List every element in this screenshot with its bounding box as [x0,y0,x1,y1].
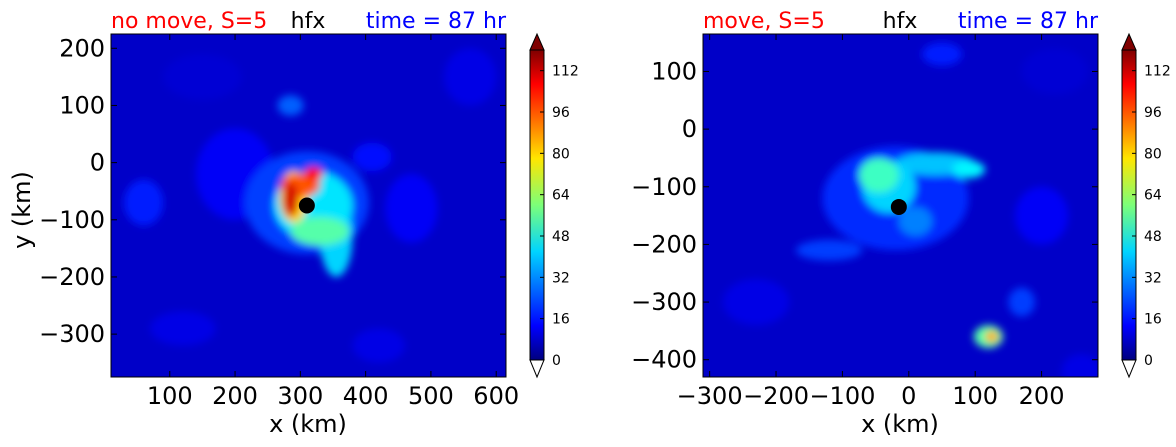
x-tick-label: −100 [809,382,875,410]
panel-1-colorbar-extend-max [529,32,545,51]
panel-2-colorbar-bar [1121,49,1137,361]
panel-2-y-ticks: −400 −300 −200 −100 0 100 [631,57,1098,374]
panel-1-xlabel: x (km) [269,410,347,438]
panel-no-move: no move, S=5 hfx time = 87 hr 100 200 300 4… [8,9,579,438]
field-blob [352,142,392,172]
panel-1-y-ticks: −300 −200 −100 0 100 200 [39,34,506,348]
colorbar-tick-label: 112 [552,64,579,80]
x-tick-label: −300 [677,382,743,410]
field-blob [1061,353,1098,377]
x-tick-label: 200 [1019,382,1065,410]
panel-2-colorbar-ticks: 0 16 32 48 64 80 96 112 [1132,64,1171,369]
colorbar-tick-label: 96 [552,105,570,121]
panel-1-ylabel: y (km) [8,171,36,249]
field-blob [443,48,497,106]
x-tick-label: 400 [343,382,389,410]
x-tick-label: 500 [408,382,454,410]
colorbar-tick-label: 48 [1144,229,1162,245]
field-blob [722,279,790,326]
field-blob [951,160,986,179]
field-blob [1008,287,1035,317]
colorbar-tick-label: 0 [1144,353,1153,369]
x-tick-label: 100 [952,382,998,410]
panel-1-title-left: no move, S=5 [111,9,267,34]
panel-1-colorbar-bar [529,49,545,361]
y-tick-label: 0 [682,115,697,143]
panel-2-plot-frame [702,33,1099,378]
panel-1-center-marker [298,197,315,214]
field-blob [163,54,242,100]
field-blob [304,167,323,181]
field-blob [277,95,304,116]
colorbar-tick-label: 16 [1144,312,1162,328]
colorbar-tick-label: 96 [1144,105,1162,121]
field-blob [1015,186,1069,245]
x-tick-label: 200 [212,382,258,410]
panel-1-title-right: time = 87 hr [366,9,507,34]
field-blob [898,206,933,236]
panel-1-colorbar: 0 16 32 48 64 80 96 112 [529,32,579,379]
y-tick-label: −100 [631,173,697,201]
colorbar-tick-label: 64 [552,188,570,204]
panel-2-title-center: hfx [883,9,918,34]
y-tick-label: −200 [631,230,697,258]
field-blob [385,174,438,243]
panel-2-title-left: move, S=5 [703,9,825,34]
panel-2-contour-field [722,42,1098,377]
field-blob [282,182,299,217]
colorbar-tick-label: 80 [552,146,570,162]
y-tick-label: −300 [631,288,697,316]
x-tick-label: 600 [473,382,519,410]
panel-1-colorbar-ticks: 0 16 32 48 64 80 96 112 [540,64,579,369]
field-blob [985,330,999,343]
panel-2-colorbar-extend-min [1121,359,1137,379]
field-blob [124,179,164,226]
colorbar-tick-label: 48 [552,229,570,245]
field-blob [859,157,899,193]
y-tick-label: 0 [90,149,105,177]
field-blob [290,216,350,246]
y-tick-label: −300 [39,320,105,348]
y-tick-label: 100 [651,57,697,85]
colorbar-tick-label: 80 [1144,146,1162,162]
colorbar-tick-label: 112 [1144,64,1171,80]
panel-2-center-marker [890,198,907,215]
y-tick-label: −400 [631,346,697,374]
panel-2-title-right: time = 87 hr [958,9,1099,34]
y-tick-label: −200 [39,263,105,291]
x-tick-label: 0 [901,382,916,410]
colorbar-tick-label: 0 [552,353,561,369]
panel-2-xlabel: x (km) [861,410,939,438]
field-blob [352,328,405,363]
field-blob [795,239,863,261]
x-tick-label: −200 [743,382,809,410]
field-blob [1021,48,1089,95]
colorbar-tick-label: 16 [552,312,570,328]
colorbar-tick-label: 32 [1144,270,1162,286]
y-tick-label: −100 [39,206,105,234]
panel-1-plot-frame [110,33,507,378]
panel-move: move, S=5 hfx time = 87 hr −300 −200 −100 0… [631,9,1171,438]
panel-2-colorbar: 0 16 32 48 64 80 96 112 [1121,32,1171,379]
y-tick-label: 100 [59,91,105,119]
y-tick-label: 200 [59,34,105,62]
x-tick-label: 300 [277,382,323,410]
field-blob [150,311,216,346]
panel-1-x-ticks: 100 200 300 400 500 600 [147,34,519,410]
x-tick-label: 100 [147,382,193,410]
panel-2-x-ticks: −300 −200 −100 0 100 200 [677,34,1065,410]
field-blob [922,42,962,66]
panel-1-colorbar-extend-min [529,359,545,379]
colorbar-tick-label: 32 [552,270,570,286]
panel-1-title-center: hfx [291,9,326,34]
panel-2-colorbar-extend-max [1121,32,1137,51]
colorbar-tick-label: 64 [1144,188,1162,204]
